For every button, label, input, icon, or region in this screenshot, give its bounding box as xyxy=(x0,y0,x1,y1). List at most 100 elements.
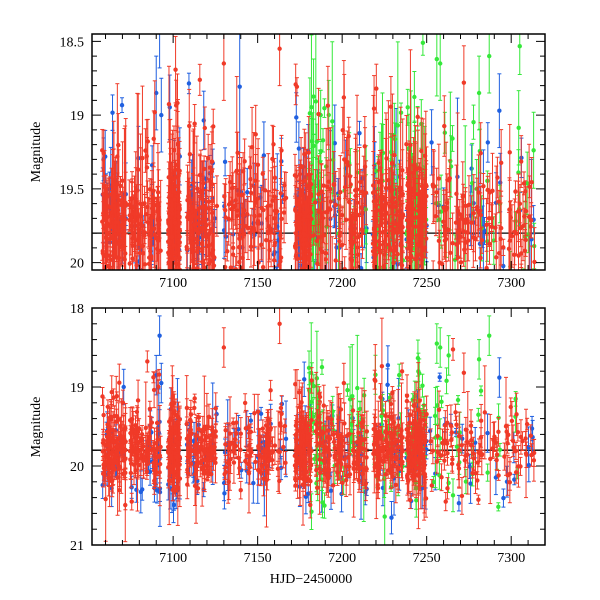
data-point xyxy=(378,275,382,279)
data-point xyxy=(166,211,172,216)
data-point xyxy=(392,248,397,253)
data-point xyxy=(424,236,429,241)
data-point xyxy=(214,203,220,209)
data-point xyxy=(405,182,410,188)
data-point xyxy=(316,191,321,197)
data-point xyxy=(298,272,302,276)
data-point xyxy=(202,218,207,224)
data-point xyxy=(478,212,483,218)
data-point xyxy=(313,284,317,288)
data-point xyxy=(232,203,238,209)
data-point xyxy=(325,184,330,189)
data-point xyxy=(101,150,106,156)
data-point xyxy=(202,265,207,270)
data-point xyxy=(266,230,271,236)
data-point xyxy=(313,99,319,104)
data-point xyxy=(248,244,254,249)
data-point xyxy=(145,139,151,144)
data-point xyxy=(242,159,247,164)
data-point xyxy=(314,238,320,244)
data-point xyxy=(101,276,105,280)
data-point xyxy=(167,239,173,244)
data-point xyxy=(253,132,258,137)
data-point xyxy=(443,237,448,243)
data-point xyxy=(173,67,178,72)
data-point xyxy=(326,179,332,184)
data-point xyxy=(358,179,363,185)
data-point xyxy=(303,273,307,277)
plot-area xyxy=(92,34,545,300)
data-point xyxy=(373,168,379,173)
data-point xyxy=(253,178,258,183)
data-point xyxy=(190,241,195,246)
data-point xyxy=(237,84,242,89)
data-point xyxy=(326,112,331,118)
data-point xyxy=(108,224,113,230)
data-point xyxy=(321,232,327,238)
data-point xyxy=(152,226,157,231)
data-point xyxy=(167,270,171,274)
data-point xyxy=(307,111,313,116)
data-point xyxy=(454,242,459,247)
data-point xyxy=(453,220,459,225)
data-point xyxy=(101,211,106,216)
data-point xyxy=(515,209,521,214)
data-point xyxy=(485,140,491,145)
data-point xyxy=(318,148,324,154)
data-point xyxy=(357,130,362,136)
data-point xyxy=(159,112,164,118)
data-point xyxy=(397,194,402,200)
data-point xyxy=(166,101,172,107)
data-point xyxy=(149,290,153,294)
data-point xyxy=(400,191,405,197)
data-point xyxy=(110,283,114,287)
data-point xyxy=(332,140,337,146)
data-point xyxy=(151,136,156,142)
data-point xyxy=(306,150,311,155)
data-point xyxy=(463,203,468,209)
data-point xyxy=(420,210,426,215)
data-point xyxy=(135,188,140,193)
data-point xyxy=(518,226,523,231)
data-point xyxy=(262,188,268,193)
data-point xyxy=(296,146,302,151)
data-point xyxy=(311,94,316,99)
data-point xyxy=(481,183,486,189)
data-point xyxy=(359,227,364,232)
data-point xyxy=(197,77,203,83)
data-point xyxy=(240,228,245,233)
data-point xyxy=(169,193,174,198)
data-point xyxy=(249,227,255,232)
data-point xyxy=(436,176,442,181)
data-point xyxy=(278,259,283,264)
data-point xyxy=(230,252,236,257)
data-point xyxy=(192,121,197,126)
data-point xyxy=(134,263,139,268)
data-point xyxy=(245,190,250,195)
data-point xyxy=(405,105,410,110)
data-point xyxy=(331,182,336,187)
data-point xyxy=(333,258,338,263)
data-point xyxy=(408,259,413,264)
data-point xyxy=(470,180,475,186)
data-point xyxy=(209,169,215,174)
data-point xyxy=(202,125,208,131)
data-point xyxy=(294,115,299,120)
data-point xyxy=(519,271,523,275)
data-point xyxy=(490,188,495,194)
data-point xyxy=(234,213,240,219)
data-point xyxy=(330,270,334,274)
data-point xyxy=(306,296,310,300)
data-point xyxy=(223,215,228,220)
data-point xyxy=(343,217,349,222)
data-point xyxy=(434,190,439,195)
data-point xyxy=(133,288,137,292)
data-point xyxy=(206,206,211,211)
data-point xyxy=(330,119,335,124)
data-point xyxy=(523,237,528,243)
data-point xyxy=(460,194,465,199)
data-point xyxy=(522,214,527,219)
data-point xyxy=(187,152,193,157)
data-point xyxy=(279,148,284,153)
data-point xyxy=(469,220,474,225)
